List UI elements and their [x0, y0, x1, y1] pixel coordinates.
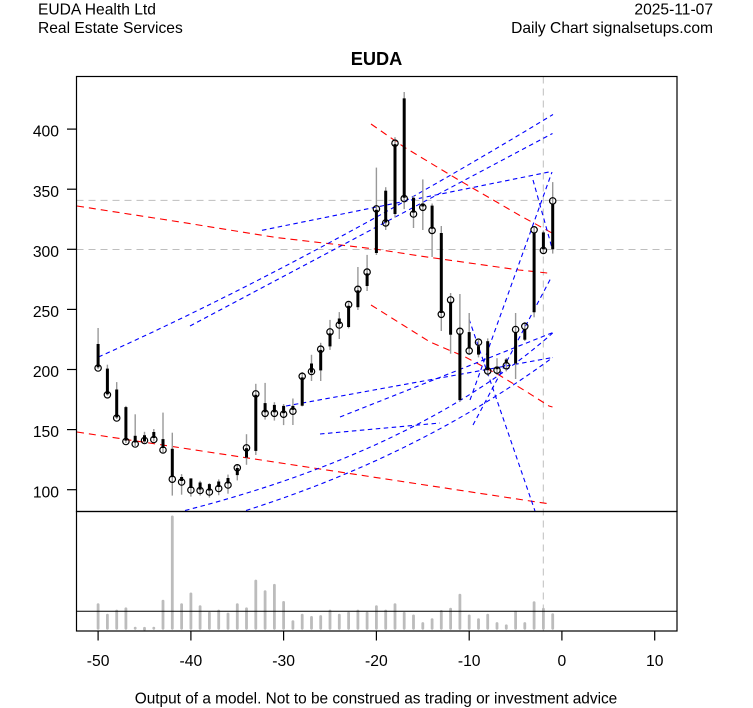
svg-text:EUDA Health Ltd: EUDA Health Ltd [38, 2, 156, 19]
svg-text:200: 200 [33, 364, 59, 381]
svg-text:-30: -30 [272, 653, 295, 670]
svg-text:400: 400 [33, 124, 59, 141]
svg-text:150: 150 [33, 424, 59, 441]
svg-text:-40: -40 [180, 653, 203, 670]
svg-text:-50: -50 [87, 653, 110, 670]
svg-text:2025-11-07: 2025-11-07 [634, 2, 713, 19]
svg-text:300: 300 [33, 244, 59, 261]
svg-text:-20: -20 [365, 653, 388, 670]
svg-text:Output of a model. Not to be c: Output of a model. Not to be construed a… [135, 691, 618, 708]
svg-text:Daily Chart signalsetups.com: Daily Chart signalsetups.com [511, 20, 713, 37]
svg-text:-10: -10 [458, 653, 481, 670]
svg-text:Real Estate Services: Real Estate Services [38, 20, 183, 37]
svg-text:0: 0 [558, 653, 567, 670]
svg-text:EUDA: EUDA [351, 49, 403, 69]
svg-text:100: 100 [33, 484, 59, 501]
svg-text:350: 350 [33, 184, 59, 201]
svg-text:10: 10 [646, 653, 664, 670]
svg-text:250: 250 [33, 304, 59, 321]
